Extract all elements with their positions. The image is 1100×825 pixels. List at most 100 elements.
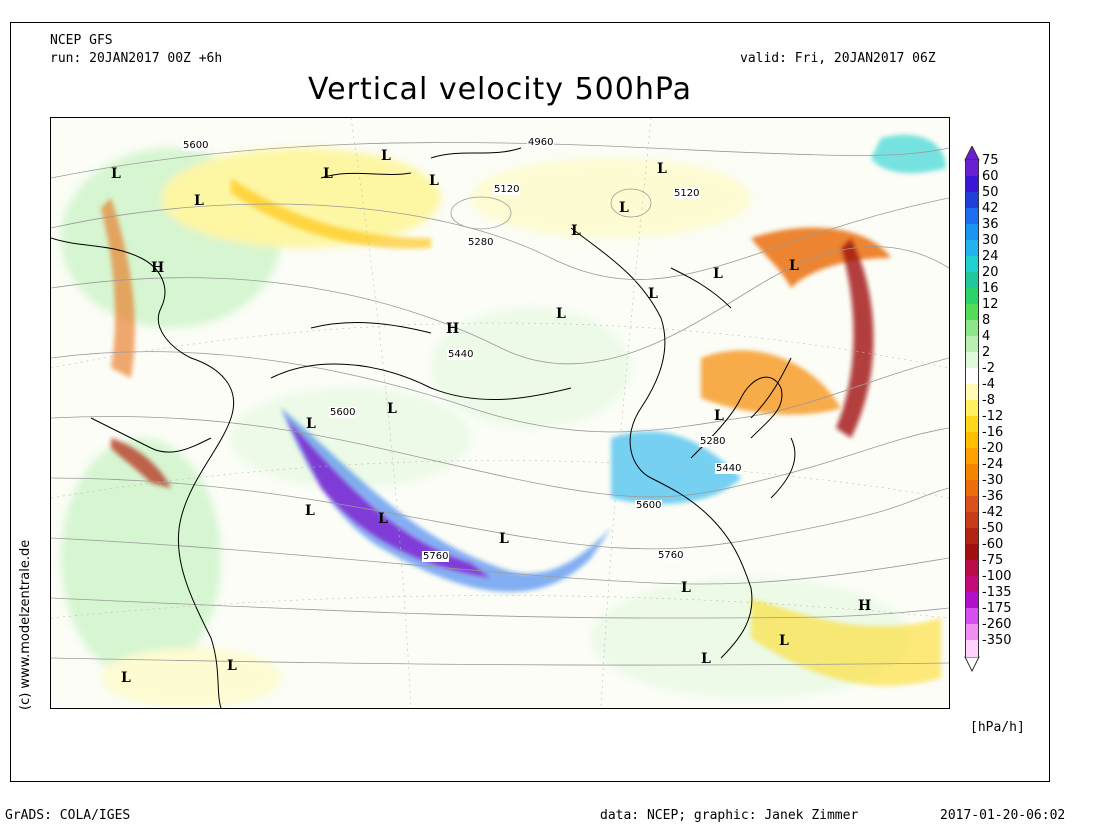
legend-swatch xyxy=(965,160,979,177)
legend-label: -20 xyxy=(982,441,1004,456)
contour-label: 5600 xyxy=(182,140,210,151)
legend-swatch xyxy=(965,352,979,369)
legend-label: -8 xyxy=(982,393,995,408)
low-marker: L xyxy=(499,531,509,547)
low-marker: L xyxy=(378,511,388,527)
low-marker: L xyxy=(111,118,121,119)
legend-label: -175 xyxy=(982,601,1012,616)
legend-swatch xyxy=(965,528,979,545)
legend-swatch xyxy=(965,496,979,513)
legend-label: 2 xyxy=(982,345,991,360)
legend-label: -50 xyxy=(982,521,1004,536)
legend-swatch xyxy=(965,320,979,337)
low-marker: L xyxy=(306,416,316,432)
low-marker: L xyxy=(227,658,237,674)
legend-label: -4 xyxy=(982,377,995,392)
contour-label: 5600 xyxy=(329,407,357,418)
legend-swatch xyxy=(965,432,979,449)
low-marker: L xyxy=(701,651,711,667)
site-credit: (c) www.modelzentrale.de xyxy=(18,539,33,710)
footer-software: GrADS: COLA/IGES xyxy=(5,808,131,823)
low-marker: L xyxy=(121,670,131,686)
valid-time: valid: Fri, 20JAN2017 06Z xyxy=(740,51,936,66)
legend-label: -75 xyxy=(982,553,1004,568)
low-marker: L xyxy=(648,286,658,302)
legend-label: -350 xyxy=(982,633,1012,648)
map-title: Vertical velocity 500hPa xyxy=(307,72,692,107)
legend-swatch xyxy=(965,384,979,401)
weather-map: 5600 4960 5120 5120 5280 5440 5600 5280 … xyxy=(50,117,950,709)
legend-label: 8 xyxy=(982,313,991,328)
legend-swatch xyxy=(965,416,979,433)
low-marker: H xyxy=(446,321,460,337)
legend-label: 24 xyxy=(982,249,999,264)
low-marker: L xyxy=(714,408,724,424)
contour-label: 5120 xyxy=(493,184,521,195)
figure-frame xyxy=(10,22,1050,782)
legend-label: -12 xyxy=(982,409,1004,424)
color-legend: 75 60 50 42 36 30 24 20 16 12 8 4 2 -2 -4 -8 -12 -16 -20 -2… xyxy=(962,146,1032,672)
legend-swatch xyxy=(965,640,979,657)
low-marker: L xyxy=(556,306,566,322)
legend-label: -260 xyxy=(982,617,1012,632)
graticule xyxy=(51,118,949,708)
legend-label: 60 xyxy=(982,169,999,184)
legend-label: -24 xyxy=(982,457,1004,472)
legend-label: -135 xyxy=(982,585,1012,600)
legend-label: 50 xyxy=(982,185,999,200)
legend-swatch xyxy=(965,288,979,305)
contour-label: 5600 xyxy=(635,500,663,511)
legend-swatch xyxy=(965,400,979,417)
low-marker: L xyxy=(381,148,391,164)
legend-swatch xyxy=(965,192,979,209)
legend-swatch xyxy=(965,608,979,625)
contour-label: 4960 xyxy=(527,137,555,148)
legend-swatch xyxy=(965,592,979,609)
legend-swatch xyxy=(965,560,979,577)
model-name: NCEP GFS xyxy=(50,33,113,48)
legend-label: -30 xyxy=(982,473,1004,488)
contour-label: 5280 xyxy=(699,436,727,447)
low-marker: L xyxy=(713,266,723,282)
high-marker: L xyxy=(681,580,691,596)
low-marker: L xyxy=(789,258,799,274)
low-marker: L xyxy=(194,193,204,209)
legend-label: 30 xyxy=(982,233,999,248)
contour-label: 5280 xyxy=(467,237,495,248)
low-marker: L xyxy=(387,401,397,417)
low-marker: H xyxy=(858,598,872,614)
shading-weak xyxy=(61,148,911,708)
legend-label: -2 xyxy=(982,361,995,376)
legend-swatch xyxy=(965,368,979,385)
contour-label: 5440 xyxy=(447,349,475,360)
legend-unit: [hPa/h] xyxy=(970,720,1025,735)
low-marker: L xyxy=(429,173,439,189)
legend-label: 42 xyxy=(982,201,999,216)
footer-timestamp: 2017-01-20-06:02 xyxy=(940,808,1066,823)
legend-label: 20 xyxy=(982,265,999,280)
contour-label: 5120 xyxy=(673,188,701,199)
legend-arrows xyxy=(964,146,980,672)
low-marker: L xyxy=(657,161,667,177)
legend-swatch xyxy=(965,464,979,481)
legend-label: 4 xyxy=(982,329,991,344)
legend-swatch xyxy=(965,304,979,321)
low-marker: L xyxy=(571,223,581,239)
legend-label: 75 xyxy=(982,153,999,168)
contour-label: 5760 xyxy=(657,550,685,561)
legend-swatch xyxy=(965,448,979,465)
legend-swatch xyxy=(965,576,979,593)
low-marker: L xyxy=(779,633,789,649)
high-marker: L xyxy=(305,503,315,519)
legend-swatch xyxy=(965,224,979,241)
contour-label: 5760 xyxy=(422,551,450,562)
high-marker: H xyxy=(151,260,165,276)
run-info: run: 20JAN2017 00Z +6h xyxy=(50,51,223,66)
legend-swatch xyxy=(965,544,979,561)
legend-swatch xyxy=(965,256,979,273)
vertical-velocity-field xyxy=(51,118,949,708)
legend-label: 16 xyxy=(982,281,999,296)
legend-swatch xyxy=(965,624,979,641)
legend-swatch xyxy=(965,272,979,289)
legend-swatch xyxy=(965,480,979,497)
